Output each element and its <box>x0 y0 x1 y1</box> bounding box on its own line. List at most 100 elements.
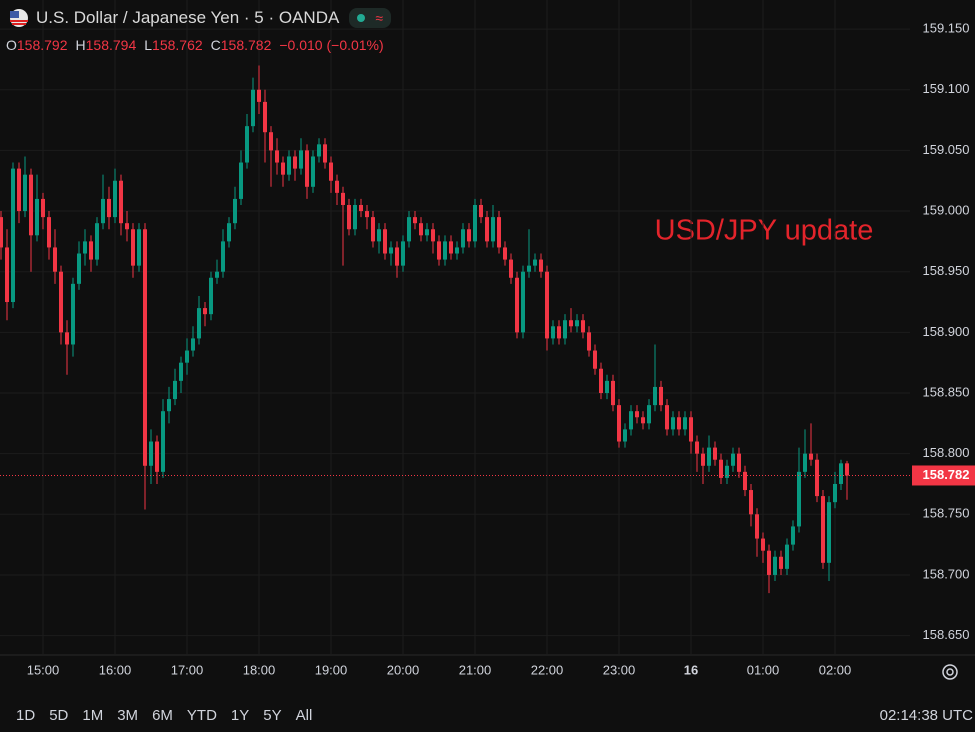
candle-body <box>53 247 57 272</box>
annotation: USD/JPY update <box>655 215 874 247</box>
range-button[interactable]: All <box>295 706 313 724</box>
candle-body <box>101 198 105 224</box>
range-button[interactable]: 1M <box>82 706 104 724</box>
ohlc-legend: O158.792 H158.794 L158.762 C158.782 −0.010 (… <box>6 37 384 53</box>
candle-body <box>785 544 789 569</box>
candle-body <box>539 259 543 272</box>
candle-body <box>611 380 615 406</box>
candle-body <box>299 150 303 169</box>
candle-body <box>269 132 273 151</box>
candle-body <box>281 162 285 175</box>
candle-body <box>623 429 627 442</box>
last-price-box <box>912 465 975 486</box>
candle-body <box>467 229 471 242</box>
candle-body <box>293 156 297 169</box>
header: U.S. Dollar / Japanese Yen · 5 · OANDA ≈ <box>8 6 391 30</box>
ohlc-item: H158.794 <box>76 37 137 53</box>
candle-body <box>185 350 189 363</box>
candle-body <box>377 229 381 242</box>
candle-body <box>155 441 159 472</box>
range-button[interactable]: 6M <box>152 706 173 724</box>
y-tick-label: 158.950 <box>923 263 970 278</box>
candle-body <box>563 320 567 339</box>
x-tick-label: 20:00 <box>387 662 420 677</box>
range-button[interactable]: 5D <box>49 706 69 724</box>
candle-body <box>593 350 597 369</box>
ohlc-value: 158.794 <box>85 37 137 53</box>
candle-body <box>659 386 663 406</box>
candle-body <box>359 204 363 212</box>
ohlc-item: C158.782 <box>211 37 272 53</box>
chart: USD/JPY update 159.150 159.100 159.050 159.… <box>0 0 975 680</box>
candle-body <box>35 198 39 236</box>
candle-body <box>215 271 219 278</box>
settings-icon[interactable] <box>942 664 958 680</box>
ohlc-key: C <box>210 37 221 53</box>
candle-body <box>107 198 111 218</box>
candle-body <box>425 229 429 236</box>
candle-body <box>221 241 225 272</box>
last-price-label: 158.782 <box>923 467 970 482</box>
range-button[interactable]: 1D <box>16 706 36 724</box>
candle-body <box>671 417 675 430</box>
candle-body <box>797 471 801 527</box>
candle-body <box>503 247 507 260</box>
y-tick-label: 158.700 <box>923 566 970 581</box>
candle-body <box>515 277 519 333</box>
range-button[interactable]: 3M <box>117 706 139 724</box>
x-tick-label: 23:00 <box>603 662 636 677</box>
candle-body <box>791 526 795 545</box>
candle-body <box>311 156 315 187</box>
x-tick-label: 21:00 <box>459 662 492 677</box>
candle-body <box>89 241 93 260</box>
status-pill[interactable]: ≈ <box>349 8 391 28</box>
x-tick-label: 15:00 <box>27 662 60 677</box>
candle-body <box>839 463 843 484</box>
range-button[interactable]: 1Y <box>230 706 250 724</box>
y-tick-label: 159.050 <box>923 142 970 157</box>
candle-body <box>557 326 561 339</box>
candle-body <box>113 180 117 218</box>
candle-body <box>599 368 603 393</box>
candle-body <box>179 362 183 381</box>
y-tick-label: 159.150 <box>923 21 970 36</box>
candle-body <box>77 253 81 284</box>
candle-body <box>725 465 729 478</box>
range-button[interactable]: 5Y <box>263 706 282 724</box>
ohlc-value: 158.762 <box>152 37 203 53</box>
candle-body <box>191 338 195 351</box>
candle-body <box>11 168 15 303</box>
candle-body <box>251 89 255 127</box>
range-buttons: 1D 5D 1M 3M 6M YTD 1Y 5Y All <box>16 707 312 724</box>
candle-body <box>263 101 267 133</box>
candle-body <box>47 217 51 248</box>
candle-body <box>149 441 153 466</box>
x-tick-label: 17:00 <box>171 662 204 677</box>
candle-body <box>389 247 393 254</box>
status-dot <box>357 14 366 22</box>
candle-body <box>227 223 231 242</box>
candle-body <box>83 241 87 254</box>
ohlc-key: O <box>6 37 17 53</box>
candle-body <box>587 332 591 351</box>
candle-body <box>581 320 585 333</box>
x-tick-label: 18:00 <box>243 662 276 677</box>
range-button[interactable]: YTD <box>186 706 217 724</box>
candle-body <box>125 223 129 230</box>
candle-body <box>803 453 807 472</box>
toolbar: 1D 5D 1M 3M 6M YTD 1Y 5Y All 02:14:38 UTC <box>0 698 975 732</box>
candle-body <box>755 514 759 539</box>
y-tick-label: 158.750 <box>923 506 970 521</box>
candle-body <box>677 417 681 430</box>
candle-body <box>23 174 27 212</box>
candle-body <box>731 453 735 466</box>
candle-body <box>347 204 351 230</box>
x-tick-label: 16 <box>684 662 698 677</box>
candle-body <box>749 490 753 515</box>
candle-body <box>353 204 357 230</box>
candle-body <box>137 229 141 266</box>
candle-body <box>461 229 465 248</box>
y-tick-label: 158.650 <box>923 627 970 642</box>
ohlc-value: 158.792 <box>16 37 68 53</box>
candle-body <box>413 217 417 224</box>
